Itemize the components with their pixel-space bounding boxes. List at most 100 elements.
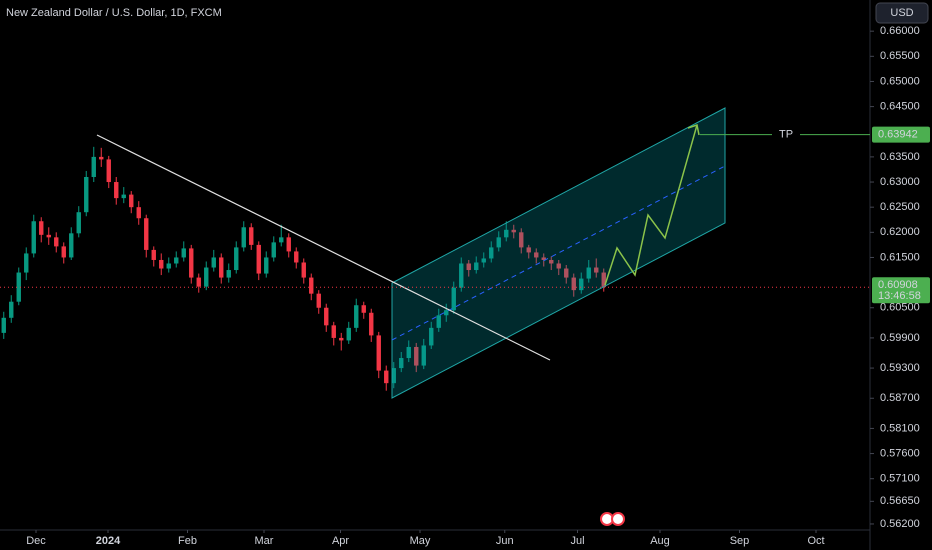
y-tick-label: 0.56200 bbox=[880, 518, 920, 530]
y-tick-label: 0.65000 bbox=[880, 75, 920, 87]
candle-body bbox=[534, 252, 539, 258]
x-tick-label: May bbox=[410, 535, 431, 547]
y-tick-label: 0.58700 bbox=[880, 392, 920, 404]
candle-body bbox=[579, 278, 584, 291]
x-tick-label: 2024 bbox=[96, 535, 121, 547]
candle-body bbox=[429, 327, 434, 346]
x-tick-label: Jul bbox=[570, 535, 584, 547]
candle-body bbox=[549, 259, 554, 264]
y-tick-label: 0.57600 bbox=[880, 447, 920, 459]
x-tick-label: Dec bbox=[26, 535, 46, 547]
y-tick-label: 0.60500 bbox=[880, 302, 920, 314]
x-tick-label: Sep bbox=[730, 535, 750, 547]
candle-body bbox=[369, 312, 374, 336]
candle-body bbox=[151, 249, 156, 260]
candle-body bbox=[399, 358, 404, 369]
candle-body bbox=[84, 177, 89, 213]
candle-body bbox=[556, 263, 561, 269]
y-tick-label: 0.63000 bbox=[880, 176, 920, 188]
candle-body bbox=[91, 156, 96, 178]
candle-body bbox=[121, 194, 126, 199]
candle-body bbox=[489, 247, 494, 259]
candle-body bbox=[444, 310, 449, 316]
x-tick-label: Mar bbox=[255, 535, 274, 547]
candle-body bbox=[316, 293, 321, 308]
candle-body bbox=[421, 345, 426, 366]
candle-body bbox=[586, 267, 591, 279]
candle-body bbox=[309, 277, 314, 294]
candle-body bbox=[526, 247, 531, 253]
y-tick-label: 0.62500 bbox=[880, 201, 920, 213]
candle-body bbox=[391, 368, 396, 384]
candle-body bbox=[264, 257, 269, 274]
candles bbox=[1, 146, 606, 391]
candle-body bbox=[331, 325, 336, 338]
candle-body bbox=[61, 246, 66, 258]
candle-body bbox=[279, 237, 284, 243]
candle-body bbox=[106, 159, 111, 183]
y-tick-label: 0.66000 bbox=[880, 25, 920, 37]
x-tick-label: Feb bbox=[178, 535, 197, 547]
candle-body bbox=[301, 262, 306, 278]
y-tick-label: 0.62000 bbox=[880, 226, 920, 238]
y-tick-label: 0.57100 bbox=[880, 473, 920, 485]
channel bbox=[391, 107, 726, 399]
candle-body bbox=[136, 207, 141, 219]
candle-body bbox=[196, 277, 201, 287]
candle-body bbox=[414, 346, 419, 366]
candle-body bbox=[324, 307, 329, 326]
candle-body bbox=[519, 232, 524, 248]
candle-body bbox=[166, 263, 171, 269]
candle-body bbox=[571, 277, 576, 291]
candle-body bbox=[234, 247, 239, 271]
candle-body bbox=[241, 227, 246, 248]
candle-body bbox=[361, 305, 366, 313]
currency-button[interactable] bbox=[875, 2, 929, 24]
candle-body bbox=[474, 262, 479, 271]
y-tick-label: 0.61500 bbox=[880, 251, 920, 263]
candle-body bbox=[256, 244, 261, 274]
last-price-label: 0.60908 bbox=[878, 279, 918, 291]
candle-body bbox=[504, 229, 509, 238]
event-flag bbox=[600, 512, 625, 526]
y-tick-label: 0.59900 bbox=[880, 332, 920, 344]
candle-body bbox=[99, 156, 104, 160]
candle-body bbox=[541, 257, 546, 260]
candle-body bbox=[219, 257, 224, 278]
projection-arrow bbox=[687, 124, 700, 136]
chart-title: New Zealand Dollar / U.S. Dollar, 1D, FX… bbox=[6, 7, 222, 19]
candle-body bbox=[346, 327, 351, 341]
candle-body bbox=[46, 234, 51, 238]
candle-body bbox=[511, 229, 516, 233]
candle-body bbox=[594, 267, 599, 273]
candle-body bbox=[294, 251, 299, 263]
candle-body bbox=[31, 221, 36, 254]
target-price-box bbox=[872, 126, 930, 143]
candle-body bbox=[451, 287, 456, 311]
candle-body bbox=[226, 270, 231, 278]
x-tick-label: Jun bbox=[496, 535, 514, 547]
last-price-box bbox=[872, 277, 930, 304]
y-tick-label: 0.65500 bbox=[880, 50, 920, 62]
y-tick-label: 0.63500 bbox=[880, 151, 920, 163]
x-tick-label: Apr bbox=[332, 535, 349, 547]
candle-body bbox=[211, 257, 216, 268]
candle-body bbox=[564, 268, 569, 278]
target-label: TP bbox=[779, 129, 793, 141]
projection-path bbox=[604, 124, 698, 286]
candle-body bbox=[466, 263, 471, 271]
candle-body bbox=[204, 267, 209, 287]
candle-body bbox=[601, 272, 606, 288]
y-tick-label: 0.64500 bbox=[880, 101, 920, 113]
candle-body bbox=[339, 337, 344, 341]
trendline bbox=[96, 134, 551, 361]
candle-body bbox=[159, 259, 164, 269]
target-price-label: 0.63942 bbox=[878, 129, 918, 141]
y-tick-label: 0.56650 bbox=[880, 495, 920, 507]
candle-body bbox=[54, 237, 59, 247]
candle-body bbox=[24, 253, 29, 273]
candle-body bbox=[286, 237, 291, 252]
